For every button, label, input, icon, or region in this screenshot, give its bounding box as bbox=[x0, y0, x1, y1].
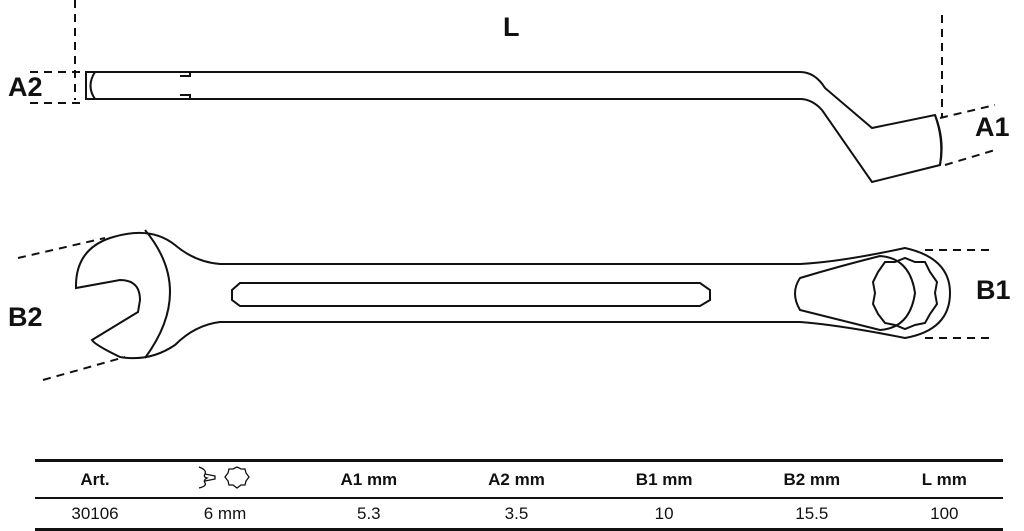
header-a1: A1 mm bbox=[340, 469, 398, 489]
table-row: 30106 6 mm 5.3 3.5 10 15.5 100 bbox=[35, 498, 1003, 530]
cell-size: 6 mm bbox=[203, 503, 247, 523]
open-end-wrench-icon bbox=[198, 466, 216, 489]
header-l: L mm bbox=[921, 469, 967, 489]
dimension-label-B2: B2 bbox=[8, 302, 43, 332]
header-b1: B1 mm bbox=[635, 469, 693, 489]
cell-b1: 10 bbox=[654, 503, 674, 523]
wrench-top-view bbox=[74, 229, 952, 360]
cell-b2: 15.5 bbox=[795, 503, 829, 523]
dimension-label-A2: A2 bbox=[8, 72, 43, 102]
header-art: Art. bbox=[80, 469, 110, 489]
twelve-point-ring-icon bbox=[224, 466, 250, 489]
table-header-row: Art. A1 mm A2 mm B1 mm B2 mm L mm bbox=[35, 460, 1003, 499]
dimension-label-A1: A1 bbox=[975, 112, 1010, 142]
cell-art: 30106 bbox=[71, 503, 119, 523]
dimension-label-L: L bbox=[503, 12, 520, 42]
cell-l: 100 bbox=[930, 503, 959, 523]
dimension-label-B1: B1 bbox=[976, 275, 1011, 305]
header-size bbox=[155, 461, 295, 499]
header-b2: B2 mm bbox=[783, 469, 841, 489]
cell-a2: 3.5 bbox=[504, 503, 529, 523]
spec-table: Art. A1 mm A2 mm B1 mm B2 mm L mm 30106 … bbox=[35, 459, 1003, 531]
cell-a1: 5.3 bbox=[357, 503, 381, 523]
wrench-drawing bbox=[17, 0, 996, 381]
dimension-lines bbox=[17, 0, 996, 381]
wrench-side-view bbox=[85, 71, 943, 184]
header-a2: A2 mm bbox=[488, 469, 545, 489]
